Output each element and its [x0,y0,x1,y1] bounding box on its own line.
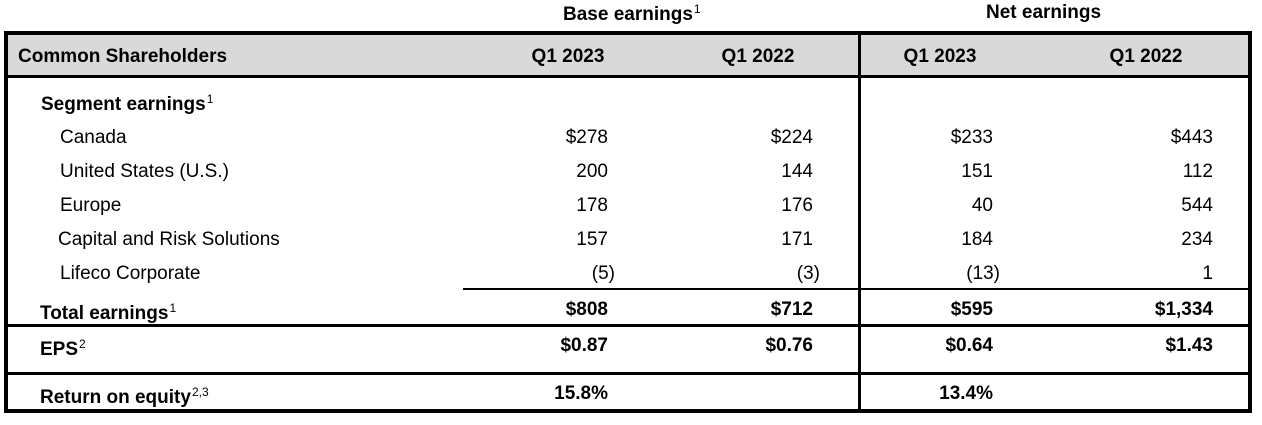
eps-bottom-rule [8,372,1248,375]
row-value: $278 [565,127,608,148]
eps-value: $0.76 [765,335,813,356]
header-col-1: Q1 2023 [531,46,605,67]
row-value: 112 [1182,161,1213,182]
segment-earnings-footnote: 1 [206,92,214,106]
total-value: $712 [770,299,813,320]
subtotal-rule [463,288,1248,290]
table-header-row: Common Shareholders Q1 2023 Q1 2022 Q1 2… [8,35,1248,78]
roe-text: Return on equity [40,387,191,408]
row-value: 151 [961,161,993,182]
row-label-canada: Canada [60,127,127,148]
row-value: 176 [781,195,813,216]
row-value: 200 [576,161,608,182]
column-divider [858,35,861,409]
roe-value: 13.4% [939,383,993,404]
roe-footnote: 2,3 [191,385,209,399]
eps-value: $0.64 [945,335,993,356]
row-value: 144 [781,161,813,182]
row-value: 157 [576,229,608,250]
row-value: 178 [576,195,608,216]
header-common-shareholders: Common Shareholders [18,46,228,67]
row-value: $224 [770,127,813,148]
row-label-lifeco-corporate: Lifeco Corporate [60,263,201,284]
row-value: $443 [1170,127,1213,148]
row-label-capital-risk: Capital and Risk Solutions [58,229,280,250]
header-col-2: Q1 2022 [721,46,795,67]
row-value: (5) [591,263,615,284]
group-header-net-earnings: Net earnings [986,2,1101,24]
segment-earnings-heading: Segment earnings1 [41,92,213,116]
eps-text: EPS [40,339,79,360]
row-label-us: United States (U.S.) [60,161,229,182]
row-value: $233 [950,127,993,148]
total-earnings-footnote: 1 [169,301,177,315]
group-header-net-label: Net earnings [986,2,1102,23]
roe-label: Return on equity2,3 [40,385,209,409]
row-label-europe: Europe [60,195,122,216]
row-value: (13) [966,263,1000,284]
roe-value: 15.8% [554,383,608,404]
row-value: 1 [1202,263,1213,284]
earnings-table: Common Shareholders Q1 2023 Q1 2022 Q1 2… [4,31,1252,413]
total-earnings-label: Total earnings1 [40,301,176,325]
row-value: (3) [796,263,820,284]
total-earnings-text: Total earnings [40,303,169,324]
row-value: 40 [971,195,993,216]
row-value: 184 [961,229,993,250]
row-value: 544 [1181,195,1213,216]
eps-value: $1.43 [1165,335,1213,356]
header-col-4: Q1 2022 [1109,46,1183,67]
segment-earnings-label: Segment earnings [41,94,206,115]
row-value: 234 [1181,229,1213,250]
group-header-base-footnote: 1 [693,2,701,16]
row-value: 171 [781,229,813,250]
eps-label: EPS2 [40,337,86,361]
group-header-base-earnings: Base earnings1 [563,2,701,26]
total-value: $595 [950,299,993,320]
group-header-base-label: Base earnings [563,4,693,25]
eps-footnote: 2 [79,337,86,351]
eps-value: $0.87 [560,335,608,356]
total-bottom-rule [8,324,1248,327]
total-value: $1,334 [1154,299,1213,320]
header-col-3: Q1 2023 [903,46,977,67]
total-value: $808 [565,299,608,320]
